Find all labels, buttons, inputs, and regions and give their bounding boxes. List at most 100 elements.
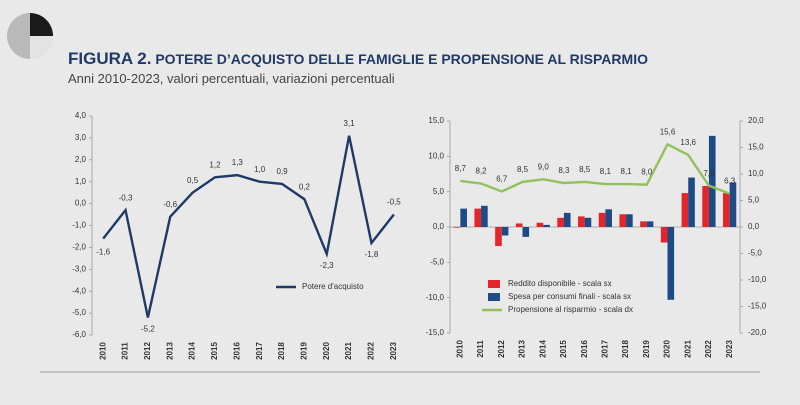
y-tick-label: 5,0: [433, 187, 445, 196]
data-label: -0,3: [119, 193, 133, 202]
data-label: 0,5: [187, 176, 199, 185]
bar: [543, 224, 550, 227]
data-label: 15,6: [660, 127, 676, 136]
y2-tick-label: 10,0: [748, 169, 764, 178]
legend-swatch: [488, 293, 500, 301]
bar: [598, 212, 606, 227]
x-tick-label: 2015: [559, 340, 568, 358]
y-tick-label: 1,0: [75, 177, 87, 186]
x-tick-label: 2018: [621, 340, 630, 358]
y-tick-label: -5,0: [430, 257, 444, 266]
y2-tick-label: 5,0: [748, 196, 760, 205]
subtitle: Anni 2010-2023, valori percentuali, vari…: [68, 71, 395, 86]
bar: [474, 208, 482, 227]
bar: [605, 209, 612, 227]
data-label: 8,1: [621, 167, 633, 176]
bar: [681, 193, 689, 227]
y-tick-label: -3,0: [72, 264, 86, 273]
logo: [7, 13, 53, 59]
data-label: -5,2: [141, 325, 155, 334]
figure-title: FIGURA 2. POTERE D’ACQUISTO DELLE FAMIGL…: [68, 49, 648, 68]
bar: [702, 186, 709, 227]
data-label: 1,3: [232, 158, 244, 167]
data-label: 1,0: [254, 165, 266, 174]
x-tick-label: 2011: [476, 340, 485, 358]
bar: [660, 227, 668, 243]
legend-swatch: [488, 280, 500, 288]
data-label: 6,7: [496, 175, 508, 184]
x-tick-label: 2016: [580, 340, 589, 358]
x-tick-label: 2012: [143, 342, 152, 360]
bar: [515, 223, 523, 227]
bar: [495, 227, 502, 247]
x-tick-label: 2017: [600, 340, 609, 358]
legend-label: Propensione al risparmio - scala dx: [508, 305, 633, 314]
data-label: 8,1: [600, 167, 612, 176]
bar: [536, 222, 544, 227]
x-tick-label: 2014: [188, 342, 197, 360]
x-tick-label: 2017: [255, 342, 264, 360]
bar: [557, 217, 564, 227]
y-tick-label: 15,0: [428, 116, 444, 125]
y-tick-label: -6,0: [72, 330, 86, 339]
y-tick-label: -4,0: [72, 286, 86, 295]
bar: [723, 193, 730, 227]
x-tick-label: 2023: [725, 340, 734, 358]
bar: [619, 214, 627, 227]
y-tick-label: 0,0: [433, 222, 445, 231]
y-tick-label: -10,0: [426, 293, 445, 302]
y-tick-label: 3,0: [75, 133, 87, 142]
x-tick-label: 2020: [663, 340, 672, 358]
x-tick-label: 2022: [704, 340, 713, 358]
y2-tick-label: 0,0: [748, 222, 760, 231]
bar: [708, 135, 716, 227]
data-label: 8,0: [641, 168, 653, 177]
y-tick-label: -2,0: [72, 243, 86, 252]
y-tick-label: -5,0: [72, 308, 86, 317]
y2-tick-label: -20,0: [748, 328, 767, 337]
bar: [688, 177, 695, 227]
bar: [522, 227, 530, 237]
x-tick-label: 2022: [367, 342, 376, 360]
data-label: 8,2: [476, 167, 488, 176]
x-tick-label: 2011: [121, 342, 130, 360]
data-label: -1,8: [365, 250, 379, 259]
x-tick-label: 2013: [518, 340, 527, 358]
data-label: 8,7: [455, 164, 467, 173]
x-tick-label: 2020: [322, 342, 331, 360]
bar: [667, 227, 675, 300]
bar: [453, 227, 461, 228]
y2-tick-label: 20,0: [748, 116, 764, 125]
data-label: 13,6: [680, 138, 696, 147]
y-tick-label: 4,0: [75, 111, 87, 120]
data-label: -1,6: [96, 248, 110, 257]
data-label: -0,6: [163, 200, 177, 209]
y-tick-label: 2,0: [75, 155, 87, 164]
figure-label: FIGURA 2.: [68, 49, 151, 68]
legend-label: Potere d'acquisto: [302, 282, 364, 291]
y2-tick-label: -5,0: [748, 249, 762, 258]
data-label: 8,3: [558, 166, 570, 175]
y-tick-label: -15,0: [426, 328, 445, 337]
x-tick-label: 2023: [389, 342, 398, 360]
bar: [646, 221, 654, 227]
y-tick-label: 0,0: [75, 199, 87, 208]
data-label: 7,8: [703, 169, 715, 178]
x-tick-label: 2012: [497, 340, 506, 358]
y2-tick-label: -15,0: [748, 302, 767, 311]
y-tick-label: 10,0: [428, 151, 444, 160]
x-tick-label: 2015: [210, 342, 219, 360]
bar: [626, 214, 633, 227]
data-label: 9,0: [538, 162, 550, 171]
x-tick-label: 2019: [300, 342, 309, 360]
x-tick-label: 2019: [642, 340, 651, 358]
title: POTERE D’ACQUISTO DELLE FAMIGLIE E PROPE…: [155, 51, 648, 67]
data-label: -0,5: [387, 198, 401, 207]
line: [460, 142, 731, 195]
bar: [501, 227, 509, 236]
data-label: -2,3: [320, 261, 334, 270]
data-label: 8,5: [517, 165, 529, 174]
bar: [640, 221, 647, 227]
